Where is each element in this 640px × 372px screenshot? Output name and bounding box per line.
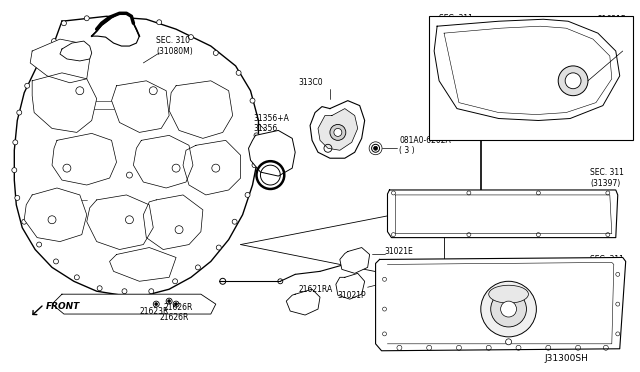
Circle shape: [97, 286, 102, 291]
Circle shape: [481, 281, 536, 337]
Circle shape: [565, 73, 581, 89]
Text: 31021P: 31021P: [338, 291, 367, 300]
Text: 31356: 31356: [253, 124, 278, 133]
Bar: [429, 16, 633, 140]
Text: 29054Y: 29054Y: [467, 124, 496, 133]
Circle shape: [213, 51, 218, 55]
Circle shape: [252, 163, 257, 168]
Text: SEC. 311
(31397): SEC. 311 (31397): [590, 169, 624, 188]
Text: 081A0-6162A
( ): 081A0-6162A ( ): [407, 279, 459, 299]
Text: 21626R: 21626R: [163, 302, 193, 312]
Polygon shape: [60, 41, 92, 61]
Text: 21623R: 21623R: [140, 307, 169, 315]
Text: 21621RA: 21621RA: [298, 285, 332, 294]
Circle shape: [36, 242, 42, 247]
Circle shape: [22, 219, 27, 224]
Circle shape: [491, 291, 527, 327]
Text: 21621R: 21621R: [529, 203, 557, 212]
Polygon shape: [133, 135, 193, 188]
Circle shape: [74, 275, 79, 280]
Ellipse shape: [489, 285, 529, 303]
Circle shape: [216, 245, 221, 250]
Text: FRONT: FRONT: [46, 302, 80, 311]
Polygon shape: [318, 109, 358, 150]
Circle shape: [13, 140, 18, 145]
Circle shape: [148, 289, 154, 294]
Circle shape: [232, 219, 237, 224]
Polygon shape: [52, 134, 116, 185]
Polygon shape: [24, 188, 87, 241]
Circle shape: [25, 83, 29, 88]
Circle shape: [122, 289, 127, 294]
Circle shape: [385, 289, 390, 293]
Circle shape: [334, 128, 342, 137]
Circle shape: [189, 35, 193, 39]
Circle shape: [61, 21, 67, 26]
Circle shape: [17, 110, 22, 115]
Text: J31300SH: J31300SH: [544, 354, 588, 363]
Text: SEC. 311
(31390): SEC. 311 (31390): [590, 255, 624, 274]
Text: SEC. 311
(31390): SEC. 311 (31390): [439, 13, 473, 33]
Circle shape: [155, 303, 157, 306]
Circle shape: [374, 146, 378, 150]
Circle shape: [54, 259, 58, 264]
Circle shape: [254, 133, 259, 138]
Circle shape: [558, 66, 588, 96]
Circle shape: [51, 39, 56, 44]
Circle shape: [168, 299, 171, 303]
Circle shape: [12, 168, 17, 173]
Polygon shape: [286, 289, 320, 315]
Circle shape: [195, 265, 200, 270]
Circle shape: [175, 303, 177, 306]
Text: SEC. 310
(31080M): SEC. 310 (31080M): [156, 36, 193, 56]
Circle shape: [84, 16, 89, 21]
Polygon shape: [32, 73, 97, 132]
Circle shape: [330, 125, 346, 140]
Circle shape: [236, 70, 241, 76]
Polygon shape: [183, 140, 241, 195]
Text: 21626R: 21626R: [159, 312, 189, 321]
Circle shape: [250, 98, 255, 103]
Polygon shape: [30, 39, 90, 83]
Circle shape: [157, 20, 162, 25]
Circle shape: [173, 279, 177, 284]
Circle shape: [245, 192, 250, 198]
Text: 31021E: 31021E: [385, 247, 413, 256]
Text: 081A0-6202A
( 3 ): 081A0-6202A ( 3 ): [399, 136, 451, 155]
Circle shape: [478, 131, 483, 136]
Circle shape: [383, 287, 392, 295]
Polygon shape: [92, 13, 140, 46]
Polygon shape: [14, 16, 259, 295]
Circle shape: [124, 15, 129, 20]
Circle shape: [15, 195, 20, 201]
Polygon shape: [310, 101, 365, 158]
Circle shape: [500, 301, 516, 317]
Text: 31356+A: 31356+A: [253, 114, 289, 123]
Polygon shape: [248, 131, 295, 176]
Polygon shape: [109, 247, 176, 281]
Polygon shape: [340, 247, 370, 273]
Polygon shape: [376, 257, 626, 351]
FancyBboxPatch shape: [499, 209, 511, 215]
Polygon shape: [143, 195, 203, 250]
Polygon shape: [336, 273, 365, 299]
Text: 313C0: 313C0: [298, 78, 323, 87]
Polygon shape: [111, 81, 169, 132]
Text: 21621R: 21621R: [598, 15, 627, 24]
Polygon shape: [169, 81, 233, 138]
Circle shape: [506, 339, 511, 345]
Circle shape: [372, 144, 380, 152]
Polygon shape: [387, 190, 618, 238]
Polygon shape: [52, 294, 216, 314]
Polygon shape: [434, 19, 620, 121]
Circle shape: [38, 58, 43, 63]
Polygon shape: [87, 195, 153, 250]
